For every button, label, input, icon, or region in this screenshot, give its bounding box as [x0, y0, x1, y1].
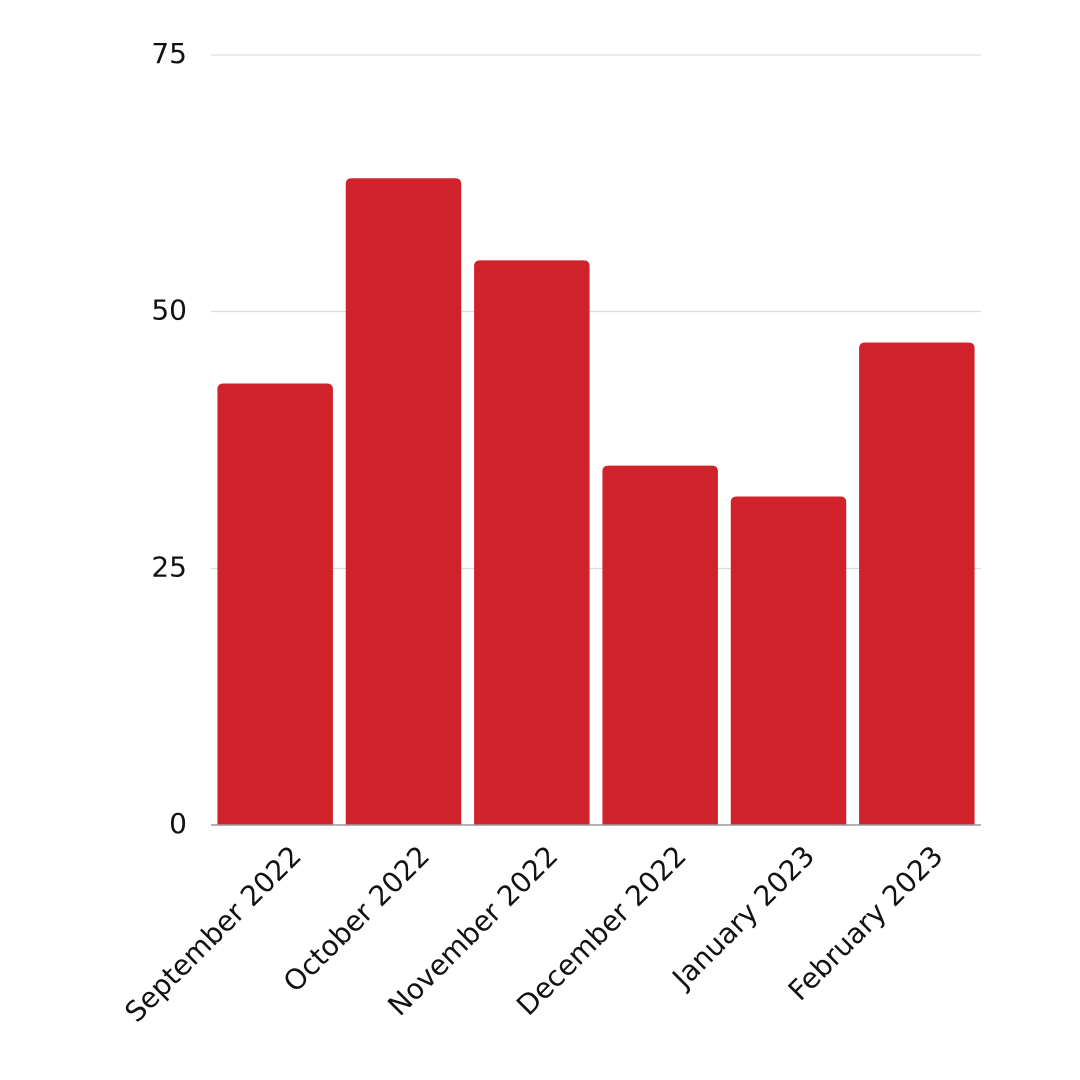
bar — [345, 178, 462, 825]
y-tick-label: 25 — [151, 550, 187, 583]
y-tick-label: 75 — [151, 37, 187, 70]
y-tick-label: 50 — [151, 294, 187, 327]
y-tick-label: 0 — [169, 807, 187, 840]
bar — [474, 260, 590, 825]
bar — [859, 342, 975, 825]
bar — [602, 465, 718, 825]
bar — [217, 383, 333, 825]
bar — [730, 496, 847, 825]
x-tick-label: September 2022 — [118, 839, 307, 1028]
